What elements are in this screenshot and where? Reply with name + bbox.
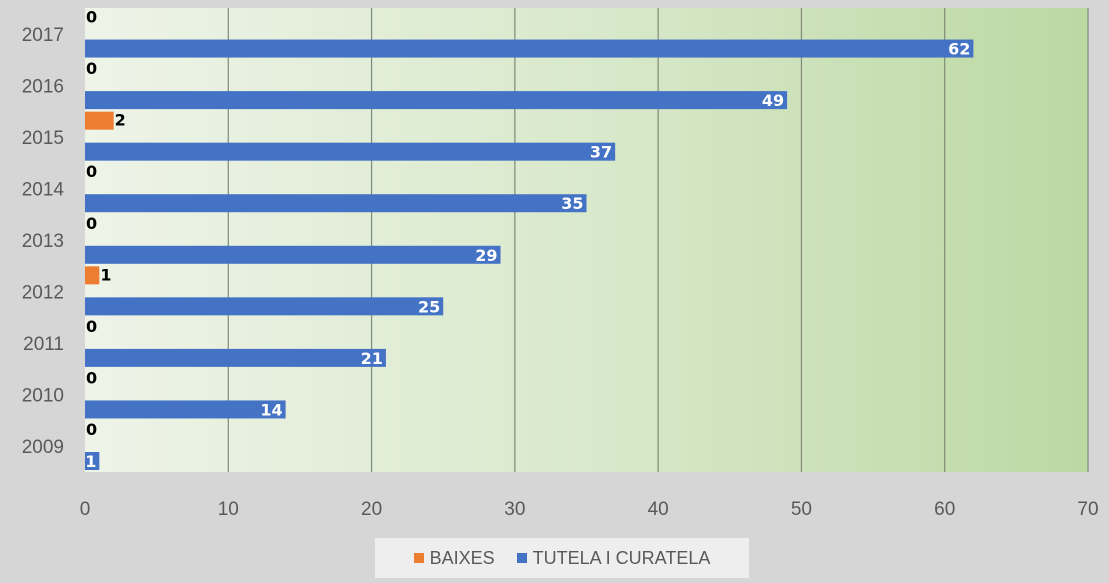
x-tick-label-20: 20 [361, 499, 382, 520]
data-label-tutela-2013: 29 [475, 246, 497, 265]
bar-tutela-2015 [85, 142, 616, 161]
bar-tutela-2013 [85, 245, 501, 264]
legend-swatch-baixes [413, 553, 424, 563]
data-label-tutela-2009: 1 [85, 452, 96, 471]
legend-label-tutela: TUTELA I CURATELA [532, 547, 711, 568]
y-tick-label-2010: 2010 [22, 386, 64, 407]
y-tick-label-2017: 2017 [22, 25, 64, 46]
data-label-baixes-2010: 0 [86, 368, 97, 387]
data-label-tutela-2016: 49 [762, 91, 784, 110]
data-labels: 0 1 0 14 0 21 1 25 0 29 0 35 2 37 0 49 0 62 [85, 8, 970, 471]
legend-item-tutela: TUTELA I CURATELA [516, 547, 711, 569]
bar-tutela-2009 [85, 452, 100, 470]
x-tick-label-50: 50 [791, 499, 812, 520]
data-label-tutela-2010: 14 [260, 400, 282, 419]
data-label-tutela-2012: 25 [418, 297, 440, 316]
y-tick-label-2011: 2011 [23, 334, 64, 355]
legend-swatch-tutela [516, 553, 527, 563]
y-tick-label-2016: 2016 [22, 76, 64, 97]
bar-tutela-2016 [85, 91, 788, 110]
data-label-tutela-2011: 21 [361, 349, 383, 368]
data-label-tutela-2014: 35 [561, 194, 583, 213]
data-label-baixes-2009: 0 [86, 420, 97, 439]
x-tick-label-0: 0 [80, 499, 91, 520]
data-label-baixes-2016: 0 [86, 59, 97, 78]
data-label-baixes-2014: 0 [86, 162, 97, 181]
y-tick-label-2012: 2012 [22, 283, 64, 304]
y-tick-label-2013: 2013 [22, 231, 64, 252]
legend-item-baixes: BAIXES [413, 547, 495, 569]
y-tick-label-2014: 2014 [22, 179, 65, 200]
gridlines [227, 8, 1089, 472]
x-tick-label-40: 40 [648, 499, 669, 520]
data-label-baixes-2011: 0 [86, 317, 97, 336]
x-tick-label-60: 60 [934, 499, 955, 520]
bar-tutela-2014 [85, 194, 587, 213]
x-tick-label-70: 70 [1077, 499, 1098, 520]
x-axis-ticks: 0 10 20 30 40 50 60 70 [80, 499, 1099, 520]
bar-tutela-2011 [85, 348, 386, 367]
bar-tutela-2017 [85, 39, 974, 58]
data-label-tutela-2015: 37 [590, 143, 612, 162]
y-tick-label-2009: 2009 [22, 437, 64, 458]
data-label-baixes-2012: 1 [100, 265, 111, 284]
x-tick-label-30: 30 [504, 499, 525, 520]
bar-tutela-2012 [85, 297, 444, 316]
data-label-tutela-2017: 62 [948, 40, 970, 59]
bar-baixes-2012 [85, 266, 100, 285]
y-axis-ticks: 2009 2010 2011 2012 2013 2014 2015 2016 2017 [22, 25, 65, 458]
data-label-baixes-2017: 0 [86, 8, 97, 27]
legend: BAIXES TUTELA I CURATELA [375, 538, 749, 578]
data-label-baixes-2015: 2 [115, 111, 126, 130]
bars [85, 39, 974, 470]
bar-baixes-2015 [85, 111, 114, 130]
x-tick-label-10: 10 [218, 499, 239, 520]
data-label-baixes-2013: 0 [86, 214, 97, 233]
y-tick-label-2015: 2015 [22, 128, 64, 149]
plot-area [85, 8, 1088, 472]
legend-label-baixes: BAIXES [429, 547, 495, 568]
bar-tutela-2010 [85, 400, 286, 419]
